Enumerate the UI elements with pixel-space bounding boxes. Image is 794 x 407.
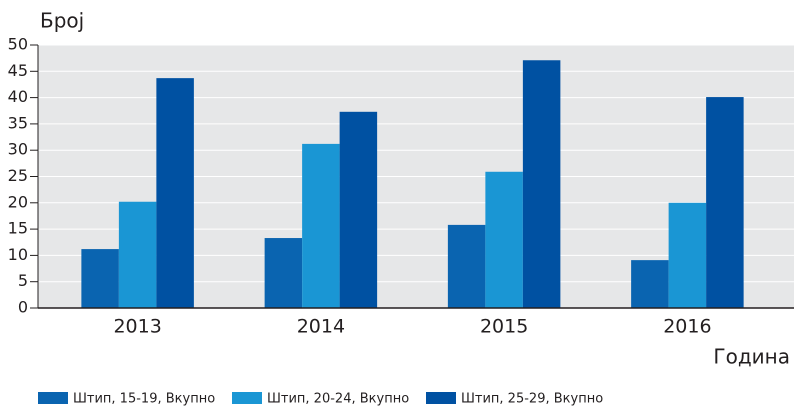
bar bbox=[668, 202, 707, 308]
bar bbox=[302, 143, 340, 308]
bar bbox=[81, 249, 119, 308]
y-tick-label: 40 bbox=[8, 87, 28, 106]
bar bbox=[706, 97, 744, 308]
bar bbox=[264, 238, 303, 308]
x-tick-label: 2016 bbox=[663, 316, 711, 338]
y-tick-label: 25 bbox=[8, 166, 28, 185]
y-tick-label: 0 bbox=[18, 298, 28, 317]
y-tick-label: 50 bbox=[8, 35, 28, 54]
legend-label: Штип, 15-19, Вкупно bbox=[73, 392, 215, 407]
legend-swatch bbox=[38, 392, 68, 404]
bar bbox=[118, 201, 157, 308]
bar bbox=[522, 60, 561, 309]
y-tick-label: 20 bbox=[8, 192, 28, 211]
legend-label: Штип, 25-29, Вкупно bbox=[461, 392, 603, 407]
x-tick-label: 2013 bbox=[113, 316, 161, 338]
x-axis-label: Година bbox=[713, 345, 790, 369]
bar bbox=[447, 224, 486, 308]
legend-swatch bbox=[426, 392, 456, 404]
y-tick-label: 35 bbox=[8, 113, 28, 132]
y-tick-label: 15 bbox=[8, 219, 28, 238]
bar bbox=[339, 111, 378, 308]
y-tick-label: 5 bbox=[18, 271, 28, 290]
y-tick-label: 10 bbox=[8, 245, 28, 264]
y-tick-label: 45 bbox=[8, 61, 28, 80]
y-axis-label: Број bbox=[40, 9, 84, 33]
bar bbox=[156, 78, 194, 308]
y-tick-label: 30 bbox=[8, 140, 28, 159]
legend-swatch bbox=[232, 392, 262, 404]
legend-label: Штип, 20-24, Вкупно bbox=[267, 392, 409, 407]
x-tick-label: 2014 bbox=[297, 316, 345, 338]
bar bbox=[485, 171, 523, 308]
bar bbox=[631, 260, 669, 308]
x-tick-label: 2015 bbox=[480, 316, 528, 338]
